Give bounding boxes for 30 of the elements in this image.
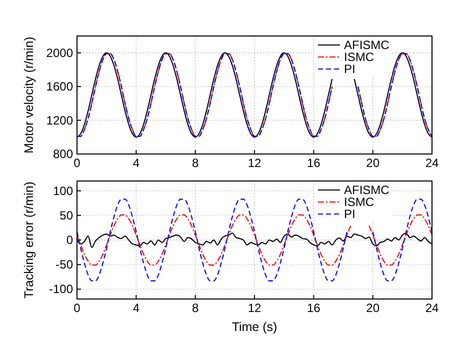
- x-tick-label: 8: [192, 156, 199, 170]
- x-tick-label: 16: [306, 301, 321, 315]
- y-tick-label: -50: [56, 258, 74, 272]
- y-axis-title: Motor velocity (r/min): [22, 36, 36, 154]
- y-tick-label: 2000: [46, 46, 74, 60]
- legend-label: AFISMC: [344, 38, 390, 52]
- x-tick-label: 4: [132, 156, 140, 170]
- legend-label: PI: [344, 207, 356, 221]
- legend-label: ISMC: [344, 50, 374, 64]
- x-tick-label: 8: [192, 301, 199, 315]
- x-tick-label: 24: [425, 301, 439, 315]
- x-tick-label: 4: [132, 301, 140, 315]
- y-axis-title: Tracking error (r/min): [22, 182, 36, 298]
- y-tick-label: 1600: [46, 80, 74, 94]
- x-tick-label: 24: [425, 156, 439, 170]
- y-tick-label: 1200: [46, 113, 74, 128]
- legend-label: ISMC: [344, 195, 374, 209]
- x-tick-label: 16: [306, 156, 321, 170]
- y-tick-label: -100: [48, 282, 74, 296]
- y-tick-label: 100: [52, 184, 74, 198]
- x-tick-label: 12: [248, 156, 262, 170]
- y-tick-label: 0: [66, 233, 74, 247]
- x-tick-label: 20: [366, 301, 380, 315]
- x-axis-title: Time (s): [232, 320, 278, 334]
- legend-label: PI: [344, 62, 356, 76]
- x-tick-label: 12: [248, 301, 262, 315]
- y-tick-label: 800: [52, 147, 74, 161]
- x-tick-label: 20: [366, 156, 380, 170]
- legend-label: AFISMC: [344, 183, 390, 197]
- y-tick-label: 50: [60, 208, 74, 222]
